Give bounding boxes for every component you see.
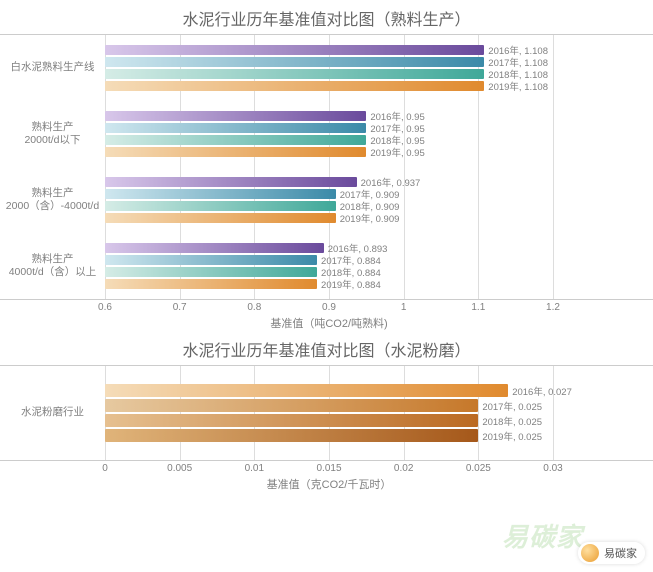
x-tick: 0.01 [245, 463, 264, 474]
bar-row: 2018年, 1.108 [105, 69, 553, 79]
value-label: 2019年, 0.025 [482, 429, 542, 443]
gridline [553, 35, 554, 299]
chart-title: 水泥行业历年基准值对比图（熟料生产） [0, 0, 653, 34]
value-label: 2019年, 0.95 [370, 145, 424, 159]
bar: 2016年, 0.95 [105, 111, 366, 121]
bar-row: 2019年, 0.95 [105, 147, 553, 157]
group-label-line: 熟料生产 [32, 253, 74, 266]
bar: 2017年, 0.95 [105, 123, 366, 133]
bar: 2016年, 1.108 [105, 45, 484, 55]
x-tick: 0.9 [322, 302, 336, 313]
clinker-chart: 水泥行业历年基准值对比图（熟料生产）白水泥熟料生产线2016年, 1.10820… [0, 0, 653, 331]
bar-stack: 2016年, 0.0272017年, 0.0252018年, 0.0252019… [105, 384, 553, 442]
badge-label: 易碳家 [604, 545, 637, 561]
value-label: 2019年, 1.108 [488, 79, 548, 93]
bar-row: 2019年, 0.025 [105, 429, 553, 442]
bar: 2017年, 0.025 [105, 399, 478, 412]
bar-row: 2019年, 0.909 [105, 213, 553, 223]
chart-title: 水泥行业历年基准值对比图（水泥粉磨） [0, 331, 653, 365]
x-axis: 0.60.70.80.911.11.2 [105, 300, 553, 314]
plot-area: 水泥粉磨行业2016年, 0.0272017年, 0.0252018年, 0.0… [0, 365, 653, 461]
x-axis-title: 基准值（克CO2/千瓦时） [105, 476, 553, 492]
bar-row: 2017年, 0.884 [105, 255, 553, 265]
bar: 2016年, 0.893 [105, 243, 324, 253]
group-label-line: 熟料生产 [32, 187, 74, 200]
bar-row: 2019年, 1.108 [105, 81, 553, 91]
group-label: 熟料生产4000t/d（含）以上 [0, 243, 105, 289]
bar-row: 2019年, 0.884 [105, 279, 553, 289]
bar-row: 2018年, 0.95 [105, 135, 553, 145]
x-tick: 1 [401, 302, 407, 313]
bar-row: 2016年, 1.108 [105, 45, 553, 55]
bar: 2017年, 0.884 [105, 255, 317, 265]
bar: 2016年, 0.027 [105, 384, 508, 397]
badge-icon [581, 544, 599, 562]
bar: 2019年, 0.909 [105, 213, 336, 223]
bar-stack: 2016年, 0.937 2017年, 0.909 2018年, 0.909 2019… [105, 177, 553, 223]
bar-row: 2018年, 0.884 [105, 267, 553, 277]
bar: 2018年, 0.884 [105, 267, 317, 277]
x-tick: 0.005 [167, 463, 192, 474]
x-tick: 0.015 [316, 463, 341, 474]
x-tick: 0.02 [394, 463, 413, 474]
value-label: 2017年, 0.025 [482, 399, 542, 413]
watermark-text: 易碳家 [502, 517, 583, 554]
group-label: 熟料生产2000（含）-4000t/d [0, 177, 105, 223]
bar-stack: 2016年, 0.893 2017年, 0.884 2018年, 0.884 2019… [105, 243, 553, 289]
bar-row: 2017年, 0.909 [105, 189, 553, 199]
x-tick: 0.03 [543, 463, 562, 474]
x-axis: 00.0050.010.0150.020.0250.03 [105, 461, 553, 475]
group-label-line: 2000t/d以下 [24, 134, 80, 147]
group-label-line: 白水泥熟料生产线 [11, 61, 95, 74]
bar-row: 2016年, 0.027 [105, 384, 553, 397]
x-tick: 1.2 [546, 302, 560, 313]
x-tick: 0 [102, 463, 108, 474]
group-label: 熟料生产2000t/d以下 [0, 111, 105, 157]
group-label: 白水泥熟料生产线 [0, 45, 105, 91]
x-tick: 0.8 [247, 302, 261, 313]
x-tick: 0.025 [466, 463, 491, 474]
x-tick: 1.1 [471, 302, 485, 313]
value-label: 2019年, 0.884 [321, 277, 381, 291]
bar-row: 2017年, 0.95 [105, 123, 553, 133]
bar: 2018年, 1.108 [105, 69, 484, 79]
bar: 2019年, 0.884 [105, 279, 317, 289]
bar: 2016年, 0.937 [105, 177, 357, 187]
bar: 2019年, 0.025 [105, 429, 478, 442]
group-label-line: 熟料生产 [32, 121, 74, 134]
value-label: 2016年, 0.027 [512, 384, 572, 398]
bar-stack: 2016年, 1.108 2017年, 1.108 2018年, 1.108 2019… [105, 45, 553, 91]
bar-row: 2016年, 0.937 [105, 177, 553, 187]
bar: 2019年, 0.95 [105, 147, 366, 157]
group-label-line: 水泥粉磨行业 [21, 406, 84, 419]
bar-row: 2017年, 1.108 [105, 57, 553, 67]
value-label: 2019年, 0.909 [340, 211, 400, 225]
bar-row: 2016年, 0.893 [105, 243, 553, 253]
value-label: 2018年, 0.025 [482, 414, 542, 428]
bar: 2018年, 0.909 [105, 201, 336, 211]
group-label-line: 4000t/d（含）以上 [9, 266, 97, 279]
source-badge: 易碳家 [578, 542, 645, 564]
bar: 2017年, 0.909 [105, 189, 336, 199]
x-tick: 0.7 [173, 302, 187, 313]
bar-row: 2016年, 0.95 [105, 111, 553, 121]
bar: 2018年, 0.95 [105, 135, 366, 145]
x-tick: 0.6 [98, 302, 112, 313]
bar-row: 2018年, 0.909 [105, 201, 553, 211]
bar: 2018年, 0.025 [105, 414, 478, 427]
group-label-line: 2000（含）-4000t/d [6, 200, 99, 213]
plot-area: 白水泥熟料生产线 2016年, 1.108 2017年, 1.108 2018年, 1… [0, 34, 653, 300]
bar-row: 2018年, 0.025 [105, 414, 553, 427]
x-axis-title: 基准值（吨CO2/吨熟料) [105, 315, 553, 331]
gridline [553, 366, 554, 460]
group-label: 水泥粉磨行业 [0, 384, 105, 442]
grinding-chart: 水泥行业历年基准值对比图（水泥粉磨）水泥粉磨行业2016年, 0.0272017… [0, 331, 653, 492]
bar: 2019年, 1.108 [105, 81, 484, 91]
bar-stack: 2016年, 0.95 2017年, 0.95 2018年, 0.95 2019年, … [105, 111, 553, 157]
bar: 2017年, 1.108 [105, 57, 484, 67]
bar-row: 2017年, 0.025 [105, 399, 553, 412]
